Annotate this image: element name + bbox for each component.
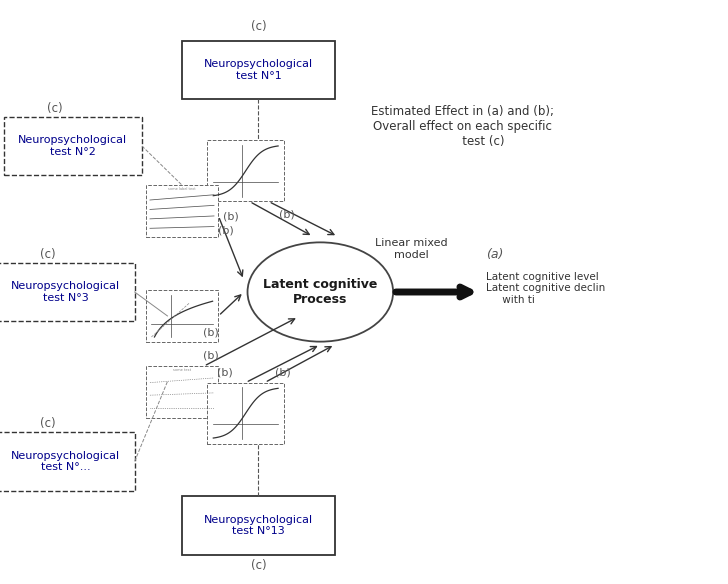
Text: (a): (a) [486,248,504,260]
Text: (c): (c) [39,417,55,430]
FancyBboxPatch shape [182,41,335,99]
Text: Latent cognitive level
Latent cognitive declin
     with ti: Latent cognitive level Latent cognitive … [486,272,606,305]
FancyBboxPatch shape [4,117,142,175]
Text: Linear mixed
model: Linear mixed model [375,238,448,260]
Text: (b): (b) [203,327,219,338]
FancyBboxPatch shape [146,290,218,342]
FancyBboxPatch shape [146,185,218,237]
Text: (b): (b) [218,225,234,235]
Text: some label text: some label text [168,187,196,191]
Text: (c): (c) [250,559,266,572]
Text: some text: some text [173,368,191,372]
FancyBboxPatch shape [0,263,135,321]
Text: (c): (c) [47,102,63,114]
Text: (b): (b) [279,209,295,220]
Text: (b): (b) [218,367,233,377]
Text: (c): (c) [39,248,55,260]
Text: Neuropsychological
test N°3: Neuropsychological test N°3 [11,281,120,303]
FancyBboxPatch shape [0,432,135,491]
Ellipse shape [248,242,393,342]
FancyBboxPatch shape [207,383,284,444]
Text: Latent cognitive
Process: Latent cognitive Process [263,278,378,306]
Text: (b): (b) [223,211,240,221]
Text: (b): (b) [275,367,291,377]
Text: (b): (b) [203,350,219,361]
Text: Neuropsychological
test N°1: Neuropsychological test N°1 [204,60,313,81]
FancyBboxPatch shape [146,366,218,418]
Text: Neuropsychological
test N°2: Neuropsychological test N°2 [18,135,127,157]
FancyBboxPatch shape [182,496,335,555]
FancyBboxPatch shape [207,140,284,201]
Text: Neuropsychological
test N°13: Neuropsychological test N°13 [204,515,313,536]
Text: Neuropsychological
test N°...: Neuropsychological test N°... [11,451,120,472]
Text: (c): (c) [250,20,266,33]
Text: Estimated Effect in (a) and (b);
Overall effect on each specific
           test: Estimated Effect in (a) and (b); Overall… [371,105,554,148]
